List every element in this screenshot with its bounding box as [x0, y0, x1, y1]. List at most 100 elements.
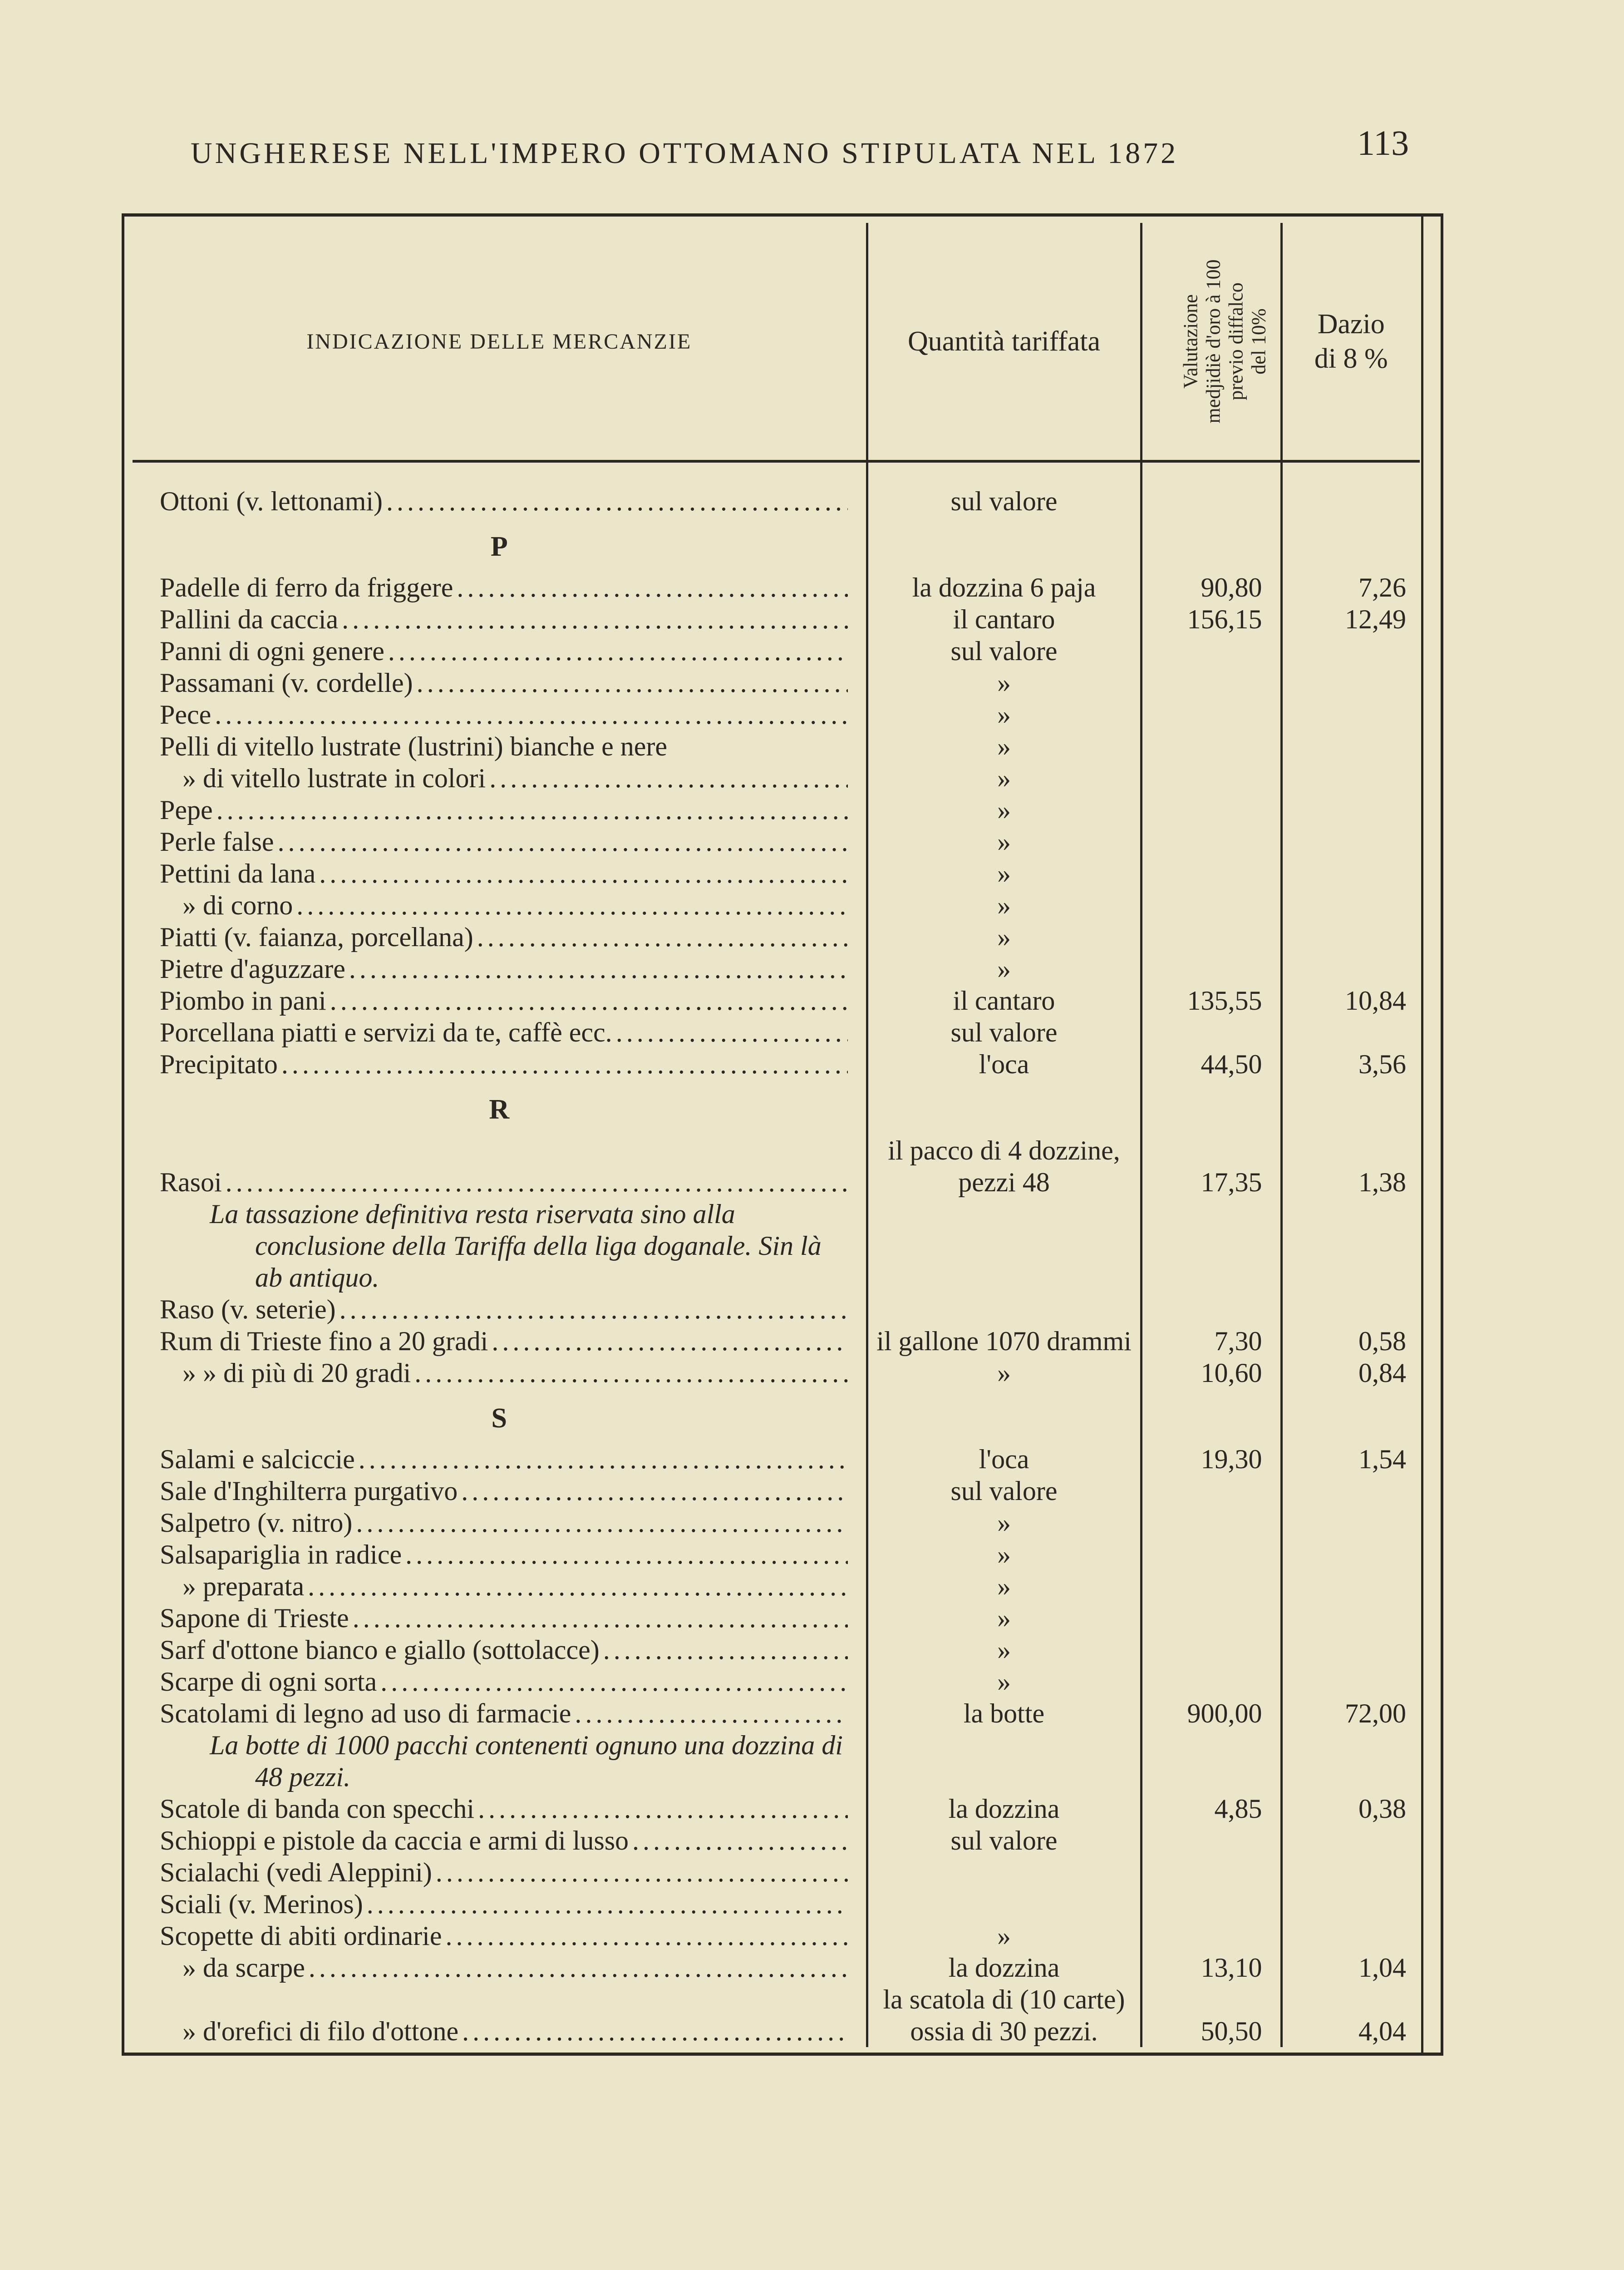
- table-row: Ottoni (v. lettonami) sul valore: [133, 485, 1420, 517]
- table-row: Perle false »: [133, 826, 1420, 858]
- valuation-cell: [1141, 1634, 1283, 1666]
- dot-leader: [281, 1048, 848, 1080]
- duty-cell: [1281, 921, 1420, 953]
- dot-leader: [405, 1539, 847, 1570]
- table-row: Scatolami di legno ad uso di farmacie la …: [133, 1698, 1420, 1729]
- dot-leader: [380, 1666, 847, 1698]
- dot-leader: [215, 699, 847, 730]
- table-header-row: INDICAZIONE DELLE MERCANZIE Quantità tar…: [133, 223, 1420, 463]
- table-row: Piatti (v. faianza, porcellana) »: [133, 921, 1420, 953]
- duty-cell: [1281, 730, 1420, 762]
- quantity-cell: la dozzina 6 paja: [866, 572, 1142, 603]
- dot-leader: [478, 1793, 847, 1825]
- header-valuation-line: Valutazione: [1179, 294, 1202, 389]
- goods-description: Pepe: [160, 795, 213, 825]
- page-number: 113: [1357, 123, 1409, 163]
- quantity-cell: la scatola di (10 carte) ossia di 30 pez…: [866, 1984, 1142, 2047]
- goods-description: » di vitello lustrate in colori: [182, 763, 486, 793]
- goods-description: Scatole di banda con specchi: [160, 1794, 475, 1824]
- table-row: Padelle di ferro da friggere la dozzina 6…: [133, 572, 1420, 603]
- duty-cell: 1,04: [1358, 1953, 1406, 1983]
- goods-description: Porcellana piatti e servizi da te, caffè…: [160, 1017, 612, 1047]
- goods-description: » preparata: [182, 1571, 305, 1601]
- dot-leader: [359, 1443, 848, 1475]
- valuation-cell: 13,10: [1141, 1952, 1283, 1984]
- note-text: La tassazione definitiva resta riservata…: [210, 1199, 822, 1293]
- goods-description: Scatolami di legno ad uso di farmacie: [160, 1698, 571, 1728]
- quantity-cell: sul valore: [866, 1825, 1142, 1856]
- valuation-cell: [1141, 1825, 1283, 1856]
- quantity-cell: sul valore: [866, 485, 1142, 517]
- valuation-cell: 10,60: [1141, 1357, 1283, 1389]
- section-letter: R: [489, 1094, 510, 1125]
- quantity-cell: »: [866, 1920, 1142, 1952]
- valuation-cell: [1141, 762, 1283, 794]
- quantity-cell: [866, 1856, 1142, 1888]
- goods-description: Rasoi: [160, 1167, 222, 1197]
- header-valuation-line: del 10%: [1247, 308, 1270, 375]
- goods-description: Pietre d'aguzzare: [160, 954, 345, 984]
- dot-leader: [603, 1634, 848, 1666]
- dot-leader: [417, 667, 848, 699]
- table-body: Ottoni (v. lettonami) sul valore P Padelle …: [133, 461, 1420, 2047]
- duty-cell: 10,84: [1345, 986, 1406, 1016]
- duty-cell: [1281, 1017, 1420, 1048]
- goods-description: Schioppi e pistole da caccia e armi di l…: [160, 1826, 629, 1855]
- quantity-cell: »: [866, 730, 1142, 762]
- valuation-cell: 156,15: [1141, 603, 1283, 635]
- valuation-cell: [1141, 730, 1283, 762]
- table-row: » di corno »: [133, 889, 1420, 921]
- header-duty-line: di 8 %: [1314, 343, 1388, 374]
- table-row: Pece »: [133, 699, 1420, 730]
- duty-cell: 0,84: [1358, 1358, 1406, 1388]
- goods-description: Sciali (v. Merinos): [160, 1889, 363, 1919]
- table-row: Sale d'Inghilterra purgativo sul valore: [133, 1475, 1420, 1507]
- goods-description: » d'orefici di filo d'ottone: [182, 2016, 459, 2046]
- table-row: Salsapariglia in radice »: [133, 1539, 1420, 1570]
- section-letter: S: [491, 1403, 507, 1434]
- quantity-cell: sul valore: [866, 1017, 1142, 1048]
- duty-cell: [1281, 485, 1420, 517]
- note-row: La botte di 1000 pacchi contenenti ognun…: [133, 1729, 1420, 1793]
- table-row: Scialachi (vedi Aleppini): [133, 1856, 1420, 1888]
- quantity-cell: [866, 1293, 1142, 1325]
- spacer-row: [133, 461, 1420, 485]
- quantity-cell: il cantaro: [866, 985, 1142, 1017]
- valuation-cell: 4,85: [1141, 1793, 1283, 1825]
- table-row: Passamani (v. cordelle) »: [133, 667, 1420, 699]
- valuation-cell: [1141, 826, 1283, 858]
- quantity-cell: »: [866, 826, 1142, 858]
- goods-description: Raso (v. seterie): [160, 1294, 336, 1324]
- valuation-cell: 900,00: [1141, 1698, 1283, 1729]
- valuation-cell: [1141, 1507, 1283, 1539]
- valuation-cell: [1141, 889, 1283, 921]
- valuation-cell: 135,55: [1141, 985, 1283, 1017]
- quantity-cell: »: [866, 921, 1142, 953]
- valuation-cell: 90,80: [1141, 572, 1283, 603]
- table-row: Porcellana piatti e servizi da te, caffè…: [133, 1017, 1420, 1048]
- duty-cell: [1281, 1825, 1420, 1856]
- dot-leader: [457, 572, 847, 603]
- table-row: Pettini da lana »: [133, 858, 1420, 889]
- duty-cell: 4,04: [1358, 2016, 1406, 2046]
- goods-description: Salami e salciccie: [160, 1444, 355, 1474]
- goods-description: Scialachi (vedi Aleppini): [160, 1857, 432, 1887]
- dot-leader: [342, 603, 847, 635]
- table-row: Schioppi e pistole da caccia e armi di l…: [133, 1825, 1420, 1856]
- table-row: Sarf d'ottone bianco e giallo (sottolacc…: [133, 1634, 1420, 1666]
- quantity-cell: il cantaro: [866, 603, 1142, 635]
- quantity-cell: sul valore: [866, 1475, 1142, 1507]
- duty-cell: [1281, 1856, 1420, 1888]
- goods-description: Salpetro (v. nitro): [160, 1508, 353, 1538]
- valuation-cell: [1141, 1570, 1283, 1602]
- goods-description: » da scarpe: [182, 1953, 305, 1983]
- goods-description: Perle false: [160, 827, 274, 857]
- quantity-cell: »: [866, 889, 1142, 921]
- dot-leader: [330, 985, 848, 1017]
- tariff-table: INDICAZIONE DELLE MERCANZIE Quantità tar…: [133, 223, 1420, 2047]
- dot-leader: [353, 1602, 848, 1634]
